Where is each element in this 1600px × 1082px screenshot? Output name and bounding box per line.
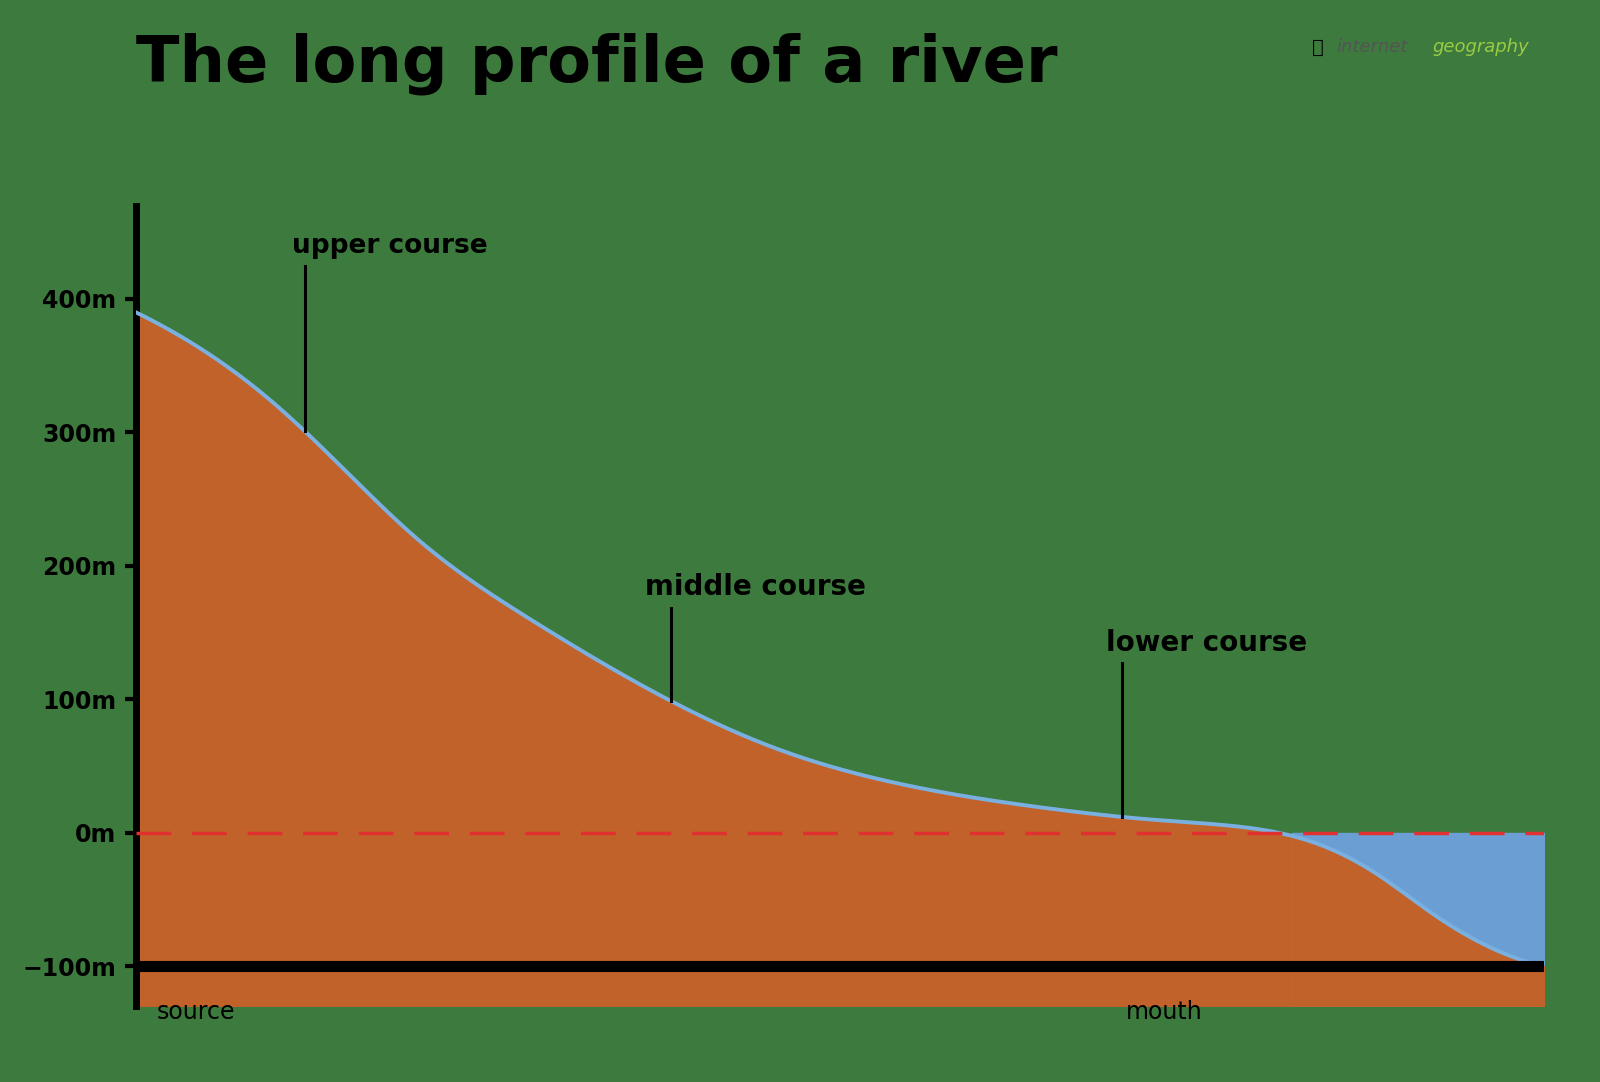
Text: geography: geography xyxy=(1432,38,1528,56)
Text: The long profile of a river: The long profile of a river xyxy=(136,32,1058,95)
Text: source: source xyxy=(157,1000,235,1024)
Text: upper course: upper course xyxy=(291,233,488,259)
Text: mouth: mouth xyxy=(1125,1000,1202,1024)
Text: 🌐: 🌐 xyxy=(1312,38,1330,57)
Text: middle course: middle course xyxy=(645,573,866,601)
Text: internet: internet xyxy=(1336,38,1408,56)
Text: lower course: lower course xyxy=(1106,629,1307,657)
